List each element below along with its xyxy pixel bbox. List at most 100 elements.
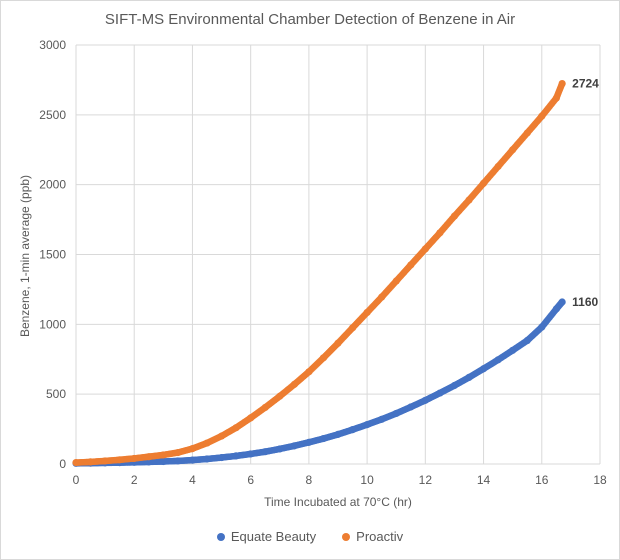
legend-item-proactiv: Proactiv: [342, 529, 403, 544]
data-point-proactiv: [552, 94, 560, 102]
data-point-proactiv: [290, 380, 298, 388]
data-point-proactiv: [101, 457, 109, 465]
data-point-proactiv: [86, 458, 95, 466]
y-tick-label: 1500: [39, 248, 66, 262]
data-point-proactiv: [509, 146, 517, 154]
data-point-equate-beauty: [421, 396, 429, 404]
data-point-proactiv: [465, 196, 473, 204]
x-tick-label: 2: [131, 473, 138, 487]
data-point-proactiv: [305, 368, 313, 376]
data-point-equate-beauty: [276, 445, 284, 453]
data-point-equate-beauty: [188, 456, 197, 464]
end-label-proactiv: 2724: [572, 77, 599, 91]
x-tick-label: 8: [306, 473, 313, 487]
data-point-proactiv: [130, 454, 138, 463]
data-point-proactiv: [348, 324, 357, 332]
data-point-proactiv: [217, 432, 226, 440]
chart-title: SIFT-MS Environmental Chamber Detection …: [104, 11, 516, 28]
x-tick-label: 6: [247, 473, 254, 487]
data-point-proactiv: [392, 277, 400, 285]
y-tick-labels: 0 500 1000 1500 2000 2500 3000: [39, 38, 66, 471]
data-point-proactiv: [421, 245, 429, 253]
benzene-chart: 0 500 1000 1500 2000 2500 3000 0 2 4 6 8 10 12 14 16 18…: [18, 38, 607, 509]
x-axis-title: Time Incubated at 70°C (hr): [264, 495, 412, 509]
data-point-proactiv: [523, 129, 531, 137]
data-point-proactiv: [203, 439, 211, 447]
data-point-equate-beauty: [465, 373, 473, 382]
data-point-proactiv: [247, 414, 255, 422]
legend-swatch-proactiv: [342, 532, 351, 541]
data-point-equate-beauty: [247, 450, 255, 458]
data-point-proactiv: [159, 451, 167, 459]
data-point-proactiv: [363, 308, 371, 317]
data-point-proactiv: [538, 112, 546, 120]
data-point-proactiv: [116, 456, 124, 464]
data-point-equate-beauty: [407, 403, 415, 411]
data-point-proactiv: [72, 459, 80, 467]
data-point-proactiv: [378, 293, 386, 301]
series-layer: [72, 79, 566, 467]
y-tick-label: 0: [59, 457, 66, 471]
data-point-proactiv: [494, 162, 502, 171]
data-point-equate-beauty: [436, 389, 444, 397]
data-point-equate-beauty: [494, 356, 502, 364]
x-tick-label: 14: [477, 473, 491, 487]
legend-label-proactiv: Proactiv: [356, 529, 404, 544]
data-point-equate-beauty: [261, 448, 269, 456]
data-point-equate-beauty: [348, 426, 357, 434]
data-point-proactiv: [276, 392, 284, 400]
data-point-equate-beauty: [558, 298, 566, 306]
end-labels: 1160 2724: [572, 77, 599, 309]
data-point-proactiv: [450, 212, 459, 220]
legend-swatch-equate-beauty: [216, 532, 225, 541]
data-point-equate-beauty: [305, 438, 313, 446]
x-tick-label: 12: [419, 473, 433, 487]
data-point-equate-beauty: [392, 409, 400, 418]
y-tick-label: 2000: [39, 178, 66, 192]
data-point-equate-beauty: [334, 430, 342, 438]
end-label-equate-beauty: 1160: [572, 295, 598, 309]
data-point-equate-beauty: [174, 457, 182, 465]
data-point-proactiv: [558, 79, 566, 88]
x-tick-labels: 0 2 4 6 8 10 12 14 16 18: [73, 473, 607, 487]
data-point-equate-beauty: [290, 442, 298, 450]
data-point-proactiv: [407, 261, 415, 269]
y-axis-title: Benzene, 1-min average (ppb): [18, 175, 32, 337]
data-point-equate-beauty: [203, 455, 211, 463]
data-point-proactiv: [232, 424, 240, 432]
x-tick-label: 4: [189, 473, 196, 487]
data-point-proactiv: [479, 179, 488, 187]
legend-label-equate-beauty: Equate Beauty: [230, 529, 317, 544]
legend: Equate Beauty Proactiv: [1, 529, 619, 544]
x-tick-label: 16: [535, 473, 549, 487]
x-tick-label: 10: [360, 473, 374, 487]
data-point-equate-beauty: [479, 365, 488, 373]
data-point-equate-beauty: [363, 421, 371, 429]
data-point-equate-beauty: [509, 346, 517, 354]
data-point-proactiv: [261, 403, 269, 412]
data-point-equate-beauty: [552, 305, 560, 313]
y-tick-label: 2500: [39, 108, 66, 122]
data-point-equate-beauty: [523, 336, 531, 345]
data-point-proactiv: [319, 354, 328, 362]
data-point-equate-beauty: [319, 434, 328, 443]
x-tick-label: 18: [593, 473, 607, 487]
data-point-proactiv: [436, 229, 444, 237]
data-point-equate-beauty: [538, 323, 546, 331]
x-tick-label: 0: [73, 473, 80, 487]
series-equate-beauty: [72, 298, 566, 467]
gridlines: [75, 44, 601, 465]
data-point-proactiv: [145, 453, 153, 461]
data-point-proactiv: [174, 448, 182, 457]
data-point-equate-beauty: [450, 381, 459, 390]
y-tick-label: 3000: [39, 38, 66, 52]
y-tick-label: 1000: [39, 317, 66, 331]
y-tick-label: 500: [46, 387, 66, 401]
data-point-equate-beauty: [378, 415, 386, 423]
legend-item-equate-beauty: Equate Beauty: [216, 529, 317, 544]
data-point-equate-beauty: [217, 453, 226, 462]
data-point-equate-beauty: [159, 457, 167, 466]
data-point-proactiv: [334, 339, 342, 347]
data-point-equate-beauty: [232, 452, 240, 460]
